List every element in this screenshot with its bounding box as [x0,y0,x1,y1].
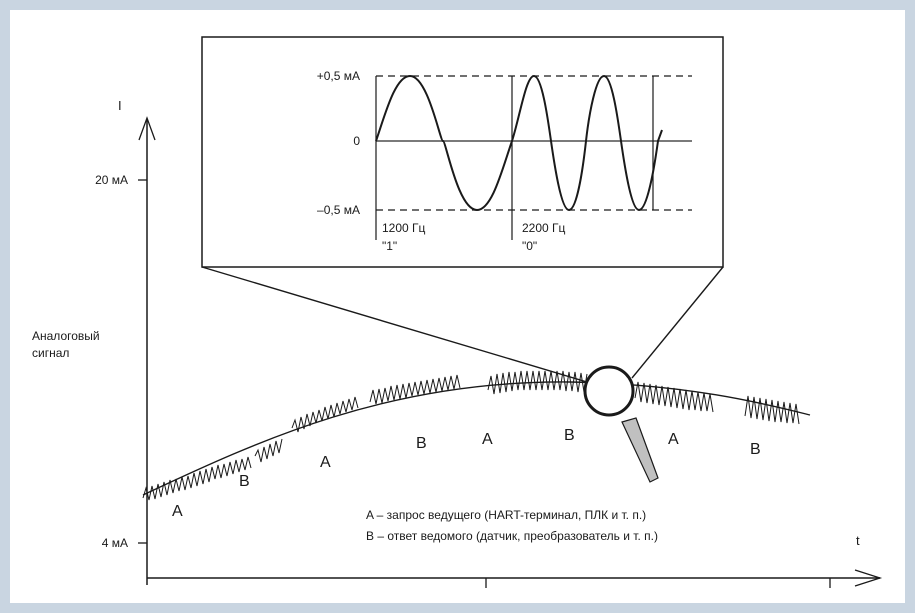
callout-line-right [631,266,724,379]
x-axis-label: t [856,533,860,548]
segment-label: B [239,473,250,490]
burst-a1 [142,456,252,501]
fsk-sine-wave [375,74,663,212]
analog-signal-label-2: сигнал [32,346,69,360]
y-tick-label-4ma: 4 мА [102,536,128,550]
analog-signal-label: Аналоговый [32,329,100,343]
y-axis-label: I [118,98,122,113]
fsk-inset: +0,5 мА 0 –0,5 мА 1200 Гц "1" 2200 Гц "0… [201,36,724,268]
burst-b3 [634,381,714,413]
burst-b1 [254,438,283,463]
inset-freq2-label: 2200 Гц [522,221,566,235]
callout-line-left [201,266,588,383]
hart-bursts [142,370,800,501]
legend-line-b: B – ответ ведомого (датчик, преобразоват… [366,529,658,543]
burst-b4 [744,395,800,425]
y-tick-label-20ma: 20 мА [95,173,128,187]
inset-freq1-bit: "1" [382,239,397,253]
y-axis-arrow [138,116,156,141]
inset-label-zero: 0 [353,134,360,148]
legend-line-a: A – запрос ведущего (HART-терминал, ПЛК … [366,508,646,522]
inset-label-minus: –0,5 мА [317,203,360,217]
segment-label: B [750,441,761,458]
segment-label: B [416,435,427,452]
magnifier-icon [583,365,659,483]
inset-freq2-bit: "0" [522,239,537,253]
segment-label: A [668,431,679,448]
inset-frame [201,36,724,268]
magnifier-lens [583,365,635,417]
figure-panel: I t 20 мА 4 мА Аналоговый сигнал [10,10,905,603]
burst-a3 [487,370,588,395]
x-axis-arrow [854,569,883,587]
segment-label: A [482,431,493,448]
hart-signal-diagram: I t 20 мА 4 мА Аналоговый сигнал [32,36,883,588]
burst-a2 [291,396,359,433]
segment-label: B [564,427,575,444]
main-axes [138,116,883,588]
burst-b2 [369,374,461,405]
analog-current-curve [142,381,811,496]
magnifier-handle [621,417,659,483]
segment-label: A [320,454,331,471]
inset-freq1-label: 1200 Гц [382,221,426,235]
segment-label: A [172,503,183,520]
inset-label-plus: +0,5 мА [317,69,360,83]
